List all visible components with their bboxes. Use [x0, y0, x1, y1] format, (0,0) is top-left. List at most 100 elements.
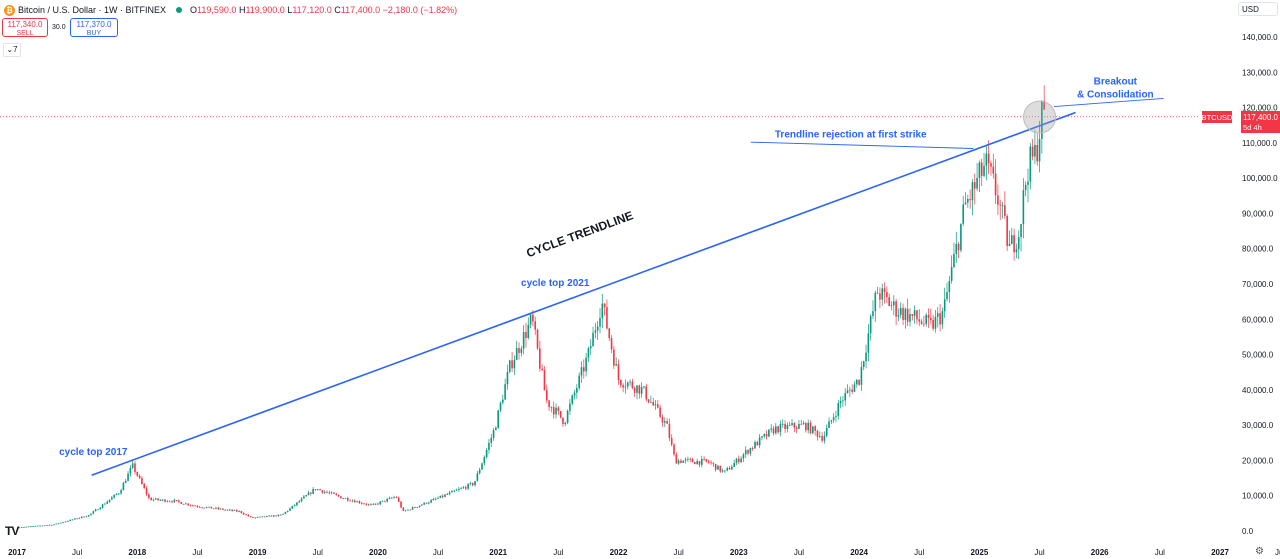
candle [356, 500, 358, 503]
candle [657, 399, 659, 409]
candle [141, 476, 143, 485]
candle [305, 494, 307, 497]
cycle-trendline [91, 111, 1076, 476]
candle [291, 505, 294, 510]
price-tick-label: 70,000.0 [1242, 280, 1274, 289]
price-axis[interactable]: 0.0 10,000.0 20,000.0 30,000.0 40,000.0 50,00… [1242, 33, 1278, 536]
candle [432, 497, 435, 501]
candle [20, 527, 23, 529]
candle [582, 359, 585, 379]
candle [552, 401, 555, 419]
candle [1022, 178, 1025, 239]
time-tick-label: Jul [1034, 548, 1044, 557]
candle [978, 160, 981, 193]
candle [411, 506, 414, 511]
candle [326, 490, 328, 494]
candle [330, 491, 333, 495]
candle [437, 496, 439, 500]
candle [99, 507, 102, 510]
candle [862, 360, 865, 371]
candle [471, 482, 474, 487]
symbol-title[interactable]: Bitcoin / U.S. Dollar · 1W · BITFINEX [18, 5, 167, 15]
candle [916, 309, 918, 325]
candle [182, 503, 185, 505]
candle [731, 464, 733, 470]
price-tick-label: 50,000.0 [1242, 351, 1274, 360]
candle [777, 425, 779, 435]
candle [1013, 228, 1015, 261]
candle [548, 400, 550, 411]
candle [379, 500, 382, 506]
candle [178, 499, 180, 504]
candle [992, 153, 995, 179]
candle [710, 460, 712, 465]
currency-selector[interactable]: USD [1238, 2, 1278, 16]
candle [670, 434, 673, 447]
candle [263, 516, 266, 518]
candle [259, 516, 261, 518]
indicators-toggle[interactable]: ⌄7 [3, 43, 21, 57]
candle [844, 387, 847, 406]
candle [247, 514, 250, 517]
candle [661, 414, 664, 427]
ohlc-values: O119,590.0 H119,900.0 L117,120.0 C117,40… [190, 5, 458, 15]
tradingview-logo-icon[interactable]: TV [5, 524, 19, 538]
candle [539, 340, 541, 372]
time-axis[interactable]: 2017 Jul 2018 Jul 2019 Jul 2020 Jul 2021 Jul 2022 J… [8, 548, 1280, 557]
candle [74, 518, 76, 520]
candle [242, 512, 245, 516]
candle [460, 486, 462, 490]
market-open-dot-icon [176, 7, 183, 13]
candle [881, 283, 884, 306]
candle [865, 344, 867, 369]
time-tick-label: 2018 [128, 548, 146, 557]
candle [229, 508, 231, 511]
candle [788, 421, 791, 427]
candle [117, 493, 120, 496]
candle [906, 298, 909, 326]
candle [1004, 191, 1006, 219]
gear-icon[interactable]: ⚙ [1255, 546, 1264, 557]
candle [453, 489, 456, 493]
candle [113, 494, 115, 500]
candle [395, 496, 398, 499]
candle [740, 456, 742, 464]
candle [397, 496, 400, 503]
candle [85, 515, 88, 518]
candle [365, 502, 368, 506]
candle [747, 449, 749, 456]
candle [967, 194, 969, 208]
breakout-pointer-line [1053, 97, 1164, 107]
candle [347, 496, 349, 502]
candle [481, 462, 483, 470]
candle [407, 509, 409, 511]
candle [735, 457, 738, 466]
candle [462, 485, 465, 489]
candle [483, 455, 486, 466]
candle [684, 457, 687, 464]
candle [691, 457, 694, 463]
candle [478, 467, 481, 475]
candle [761, 435, 763, 441]
price-tick-label: 20,000.0 [1242, 456, 1274, 465]
candle [631, 378, 634, 390]
candle [573, 389, 576, 400]
candle [499, 401, 502, 413]
sell-button[interactable]: 117,340.0 SELL [2, 18, 48, 37]
candle [608, 327, 611, 342]
candle [939, 304, 941, 332]
candle [971, 178, 974, 216]
candle [946, 282, 948, 302]
candle [647, 399, 650, 404]
candle [1029, 142, 1032, 190]
candle [441, 494, 444, 499]
candle [923, 315, 925, 327]
candle [904, 307, 907, 329]
candle [485, 447, 488, 459]
candle [682, 460, 685, 463]
candle [587, 346, 590, 362]
candle [744, 446, 747, 458]
buy-button[interactable]: 117,370.0 BUY [70, 18, 118, 37]
candle [615, 357, 617, 366]
